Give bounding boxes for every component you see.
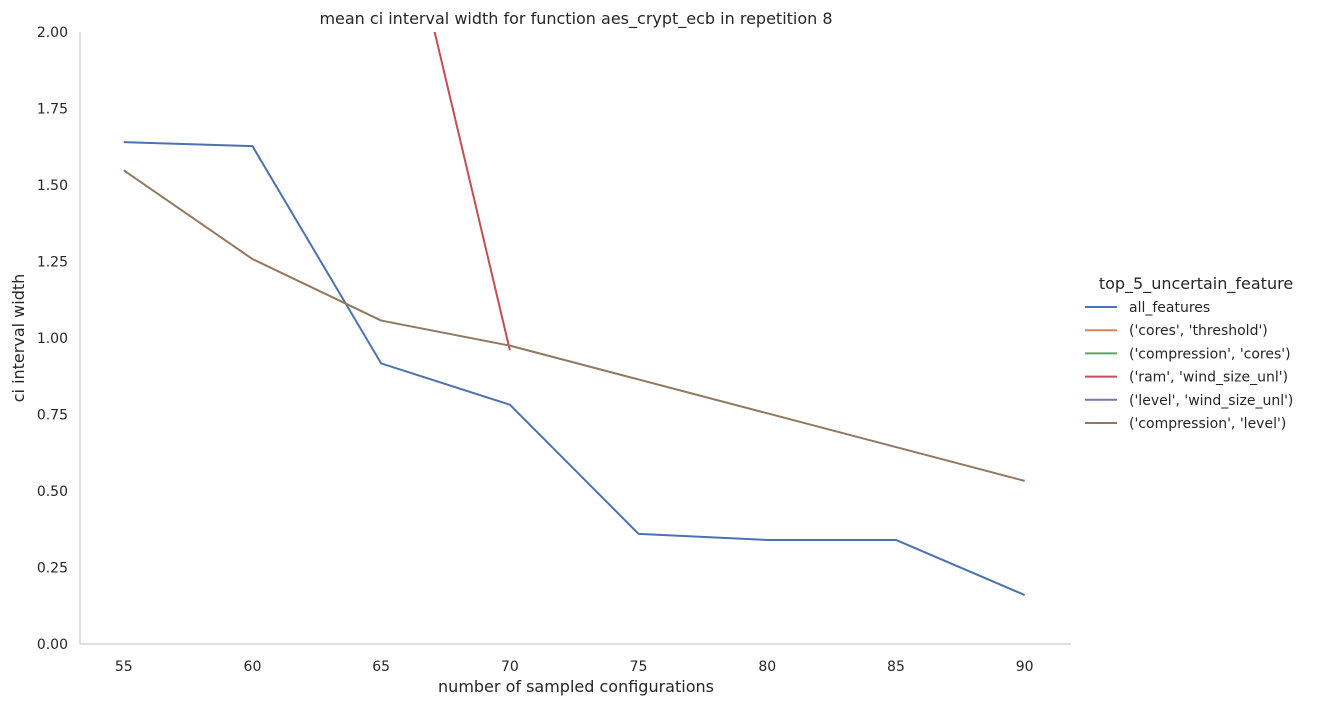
x-tick-label: 85 [887,659,905,675]
legend-label: all_features [1129,300,1210,316]
legend-title: top_5_uncertain_feature [1099,274,1293,294]
y-tick-label: 1.00 [37,331,68,347]
legend-label: ('compression', 'cores') [1129,346,1291,362]
x-tick-label: 55 [115,659,133,675]
series-line-all-features [123,141,1026,596]
series-lines [123,32,1026,596]
y-tick-label: 1.25 [37,255,68,271]
x-axis-ticks: 55 60 65 70 75 80 85 90 [115,659,1034,675]
y-tick-label: 0.75 [37,408,68,424]
x-tick-label: 75 [630,659,648,675]
x-tick-label: 60 [244,659,262,675]
y-tick-label: 1.75 [37,102,68,118]
legend-label: ('compression', 'level') [1129,416,1286,432]
y-tick-label: 0.25 [37,561,68,577]
legend-label: ('cores', 'threshold') [1129,323,1268,339]
y-tick-label: 1.50 [37,178,68,194]
y-tick-label: 0.50 [37,484,68,500]
series-line-compression-level [123,169,1025,482]
y-tick-label: 0.00 [37,637,68,653]
x-axis-label: number of sampled configurations [438,677,714,696]
y-axis-ticks: 0.00 0.25 0.50 0.75 1.00 1.25 1.50 1.75 2.00 [37,25,68,653]
legend-items: all_features ('cores', 'threshold') ('comp… [1085,300,1293,432]
chart-title: mean ci interval width for function aes_… [319,9,832,29]
legend-label: ('ram', 'wind_size_unl') [1129,370,1288,386]
x-tick-label: 65 [372,659,390,675]
legend: top_5_uncertain_feature all_features ('co… [1085,274,1293,432]
x-tick-label: 80 [758,659,776,675]
legend-label: ('level', 'wind_size_unl') [1129,393,1293,409]
series-line-ram-wind-size-unl [433,32,511,351]
x-tick-label: 70 [501,659,519,675]
x-tick-label: 90 [1016,659,1034,675]
y-axis-label: ci interval width [9,274,28,403]
y-tick-label: 2.00 [37,25,68,41]
